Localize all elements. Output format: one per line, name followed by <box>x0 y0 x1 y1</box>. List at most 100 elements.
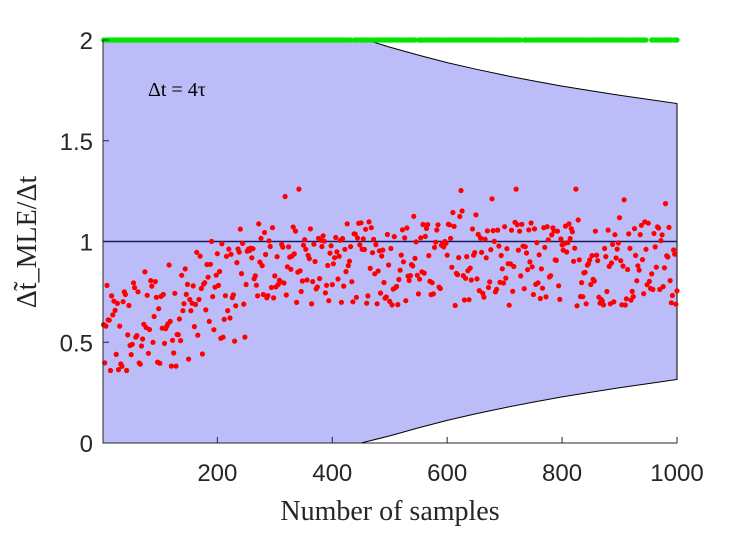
data-point <box>243 281 249 288</box>
data-point <box>210 294 216 300</box>
data-point <box>458 187 464 194</box>
data-point <box>114 300 120 306</box>
data-point <box>225 308 231 314</box>
data-point <box>363 226 369 232</box>
data-point <box>522 244 528 250</box>
data-point <box>477 235 484 241</box>
data-point <box>653 264 659 270</box>
data-point <box>437 285 443 292</box>
data-point <box>345 263 351 269</box>
data-point <box>357 242 363 248</box>
data-point <box>187 296 193 303</box>
data-point <box>104 282 110 288</box>
data-point <box>673 301 679 307</box>
data-point <box>178 338 184 344</box>
data-point <box>374 301 380 307</box>
data-point <box>307 226 313 232</box>
data-point <box>375 268 381 274</box>
data-point <box>474 276 480 282</box>
data-point <box>564 249 570 255</box>
data-point <box>207 261 213 267</box>
data-point <box>589 253 595 259</box>
data-point <box>234 260 240 266</box>
data-point <box>407 273 413 279</box>
data-point <box>659 232 665 238</box>
data-point <box>587 257 593 263</box>
data-point <box>403 298 409 304</box>
data-point <box>183 291 189 297</box>
data-point <box>167 318 173 324</box>
data-point <box>126 302 132 309</box>
data-point <box>321 238 327 244</box>
data-point <box>149 283 155 289</box>
data-point <box>404 225 410 231</box>
data-point <box>309 301 315 307</box>
data-point <box>444 252 450 258</box>
data-point <box>399 227 405 233</box>
data-point <box>527 259 533 265</box>
data-point <box>665 254 671 260</box>
data-point <box>674 37 680 43</box>
data-point <box>656 225 662 231</box>
data-point <box>383 294 389 300</box>
data-point <box>574 303 580 309</box>
data-point <box>274 254 280 260</box>
data-point <box>252 273 258 279</box>
data-point <box>571 258 577 264</box>
data-point <box>535 280 541 286</box>
data-point <box>616 215 623 221</box>
data-point <box>238 271 245 277</box>
data-point <box>367 265 373 271</box>
data-point <box>494 286 500 292</box>
data-point <box>333 234 339 241</box>
data-point <box>117 323 123 329</box>
data-point <box>517 228 523 234</box>
data-point <box>150 339 156 345</box>
data-point <box>515 247 522 253</box>
data-point <box>631 226 638 232</box>
data-point <box>636 267 642 273</box>
data-point <box>618 258 624 264</box>
data-point <box>484 228 490 234</box>
data-point <box>637 232 643 238</box>
data-point <box>488 247 494 253</box>
data-point <box>152 279 158 285</box>
data-point <box>481 294 487 300</box>
data-point <box>531 226 538 232</box>
data-point <box>649 271 655 277</box>
data-point <box>529 264 535 270</box>
data-point <box>485 284 492 291</box>
data-point <box>335 276 341 282</box>
data-point <box>153 294 159 300</box>
data-point <box>296 186 302 192</box>
data-point <box>420 221 426 228</box>
data-point <box>627 245 633 251</box>
data-point <box>525 267 531 273</box>
data-point <box>184 281 191 287</box>
data-point <box>418 235 424 241</box>
x-tick-label: 800 <box>542 460 582 487</box>
data-point <box>371 236 377 242</box>
data-point <box>384 231 390 238</box>
data-point <box>443 240 449 246</box>
saturated-points <box>101 37 680 43</box>
data-point <box>350 299 356 305</box>
data-point <box>261 229 268 236</box>
data-point <box>426 253 432 259</box>
data-point <box>120 299 126 305</box>
data-point <box>500 280 507 286</box>
data-point <box>146 326 153 333</box>
data-point <box>667 278 673 284</box>
data-point <box>413 239 419 245</box>
data-point <box>242 334 248 340</box>
data-point <box>612 232 618 238</box>
data-point <box>256 221 262 227</box>
data-point <box>294 299 300 305</box>
data-point <box>489 196 495 202</box>
data-point <box>192 301 199 307</box>
data-point <box>662 201 669 207</box>
data-point <box>188 308 194 314</box>
data-point <box>253 282 259 288</box>
data-point <box>266 238 272 244</box>
data-point <box>608 260 615 266</box>
